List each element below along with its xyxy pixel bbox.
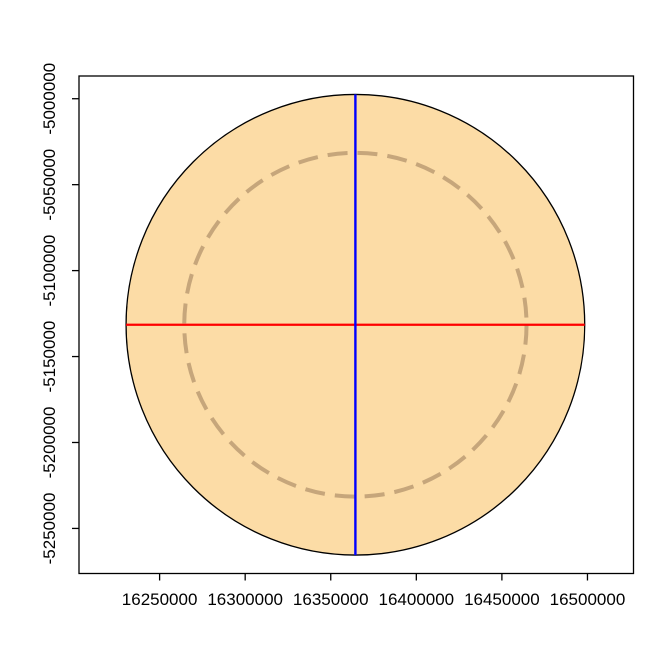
x-axis-tick-label: 16450000 (464, 590, 540, 609)
y-axis-tick-label: -5250000 (40, 493, 59, 565)
y-axis-tick-label: -5100000 (40, 235, 59, 307)
y-axis-tick-label: -5200000 (40, 407, 59, 479)
x-axis-tick-label: 16400000 (379, 590, 455, 609)
y-axis-tick-label: -5050000 (40, 149, 59, 221)
y-axis-tick-label: -5000000 (40, 63, 59, 135)
y-axis-tick-label: -5150000 (40, 321, 59, 393)
x-axis-tick-label: 16500000 (550, 590, 626, 609)
x-axis-tick-label: 16300000 (207, 590, 283, 609)
x-axis-tick-label: 16350000 (293, 590, 369, 609)
x-axis-tick-label: 16250000 (122, 590, 198, 609)
plot-box (78, 75, 635, 575)
